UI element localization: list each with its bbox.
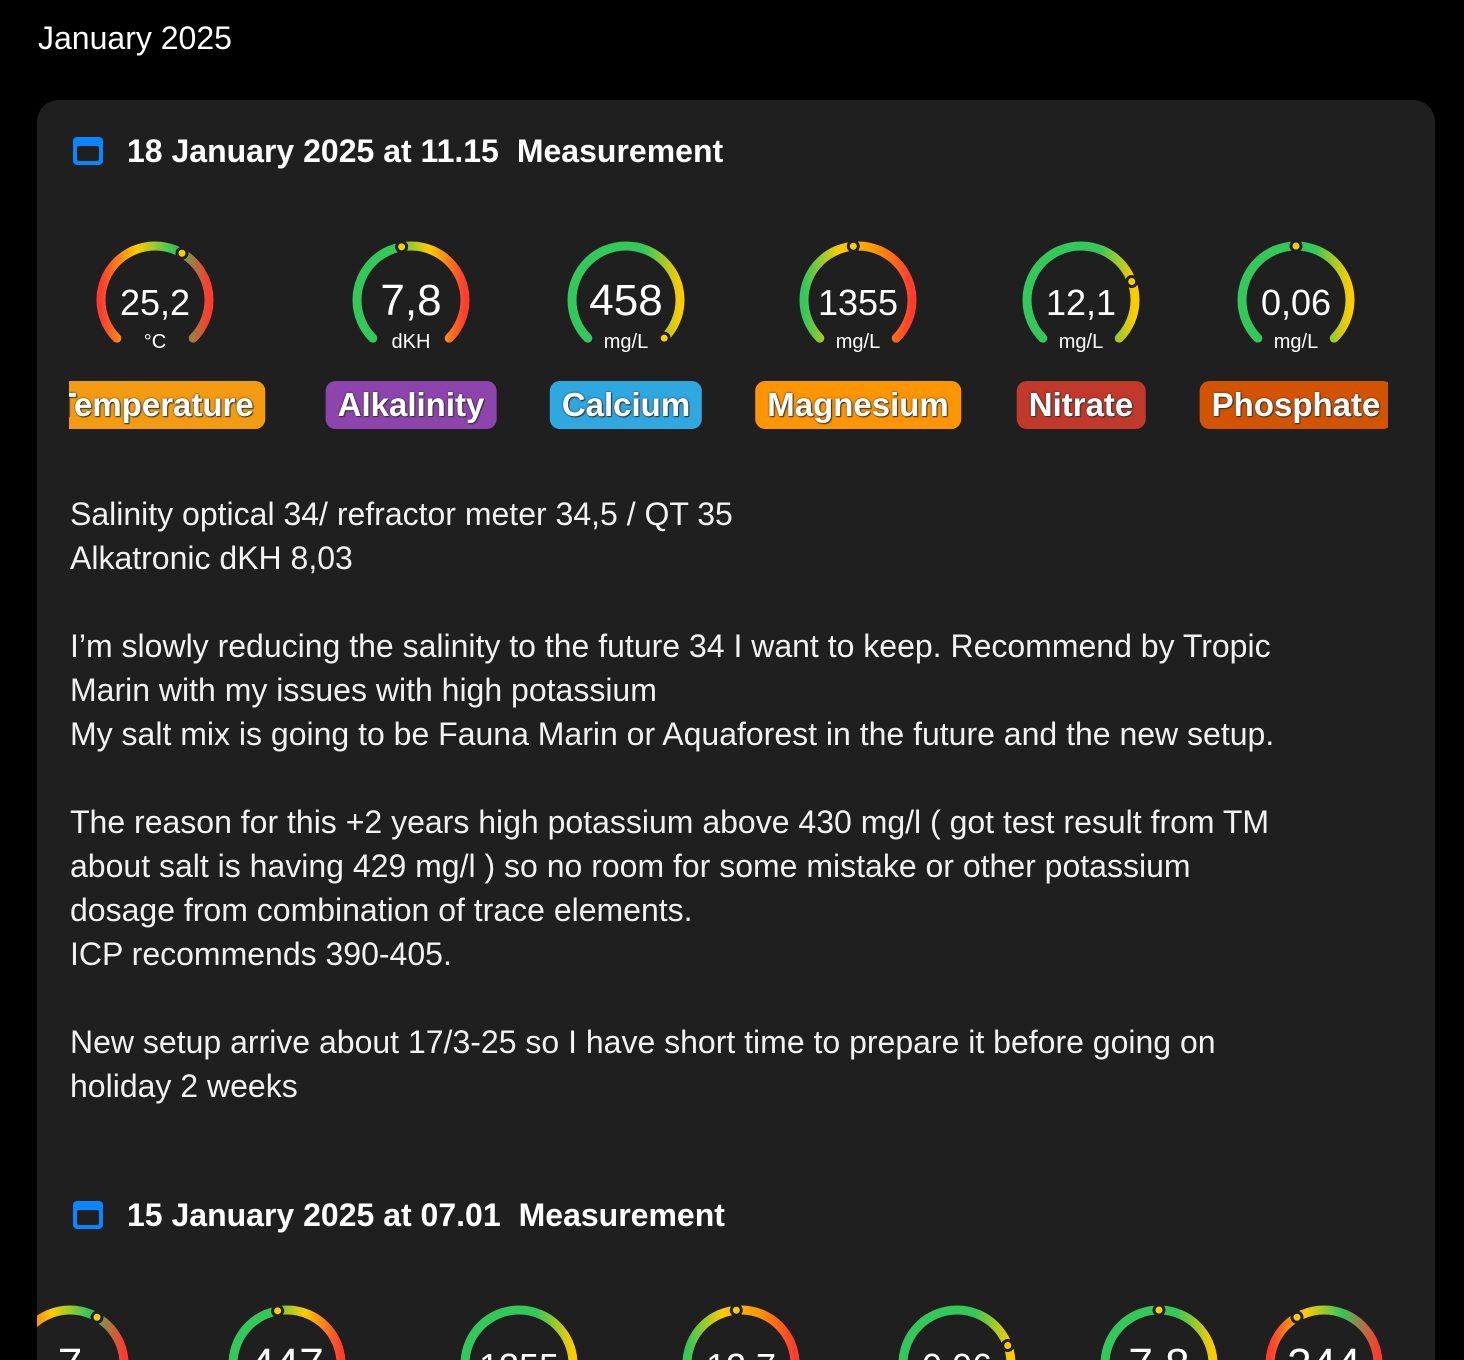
gauge-value: 0,06 bbox=[922, 1346, 992, 1360]
gauge-indicator bbox=[1290, 1310, 1304, 1324]
gauge-arc bbox=[352, 241, 470, 343]
gauge-value: 12,7 bbox=[706, 1346, 776, 1360]
note-line: I’m slowly reducing the salinity to the … bbox=[70, 628, 1271, 664]
gauge-arc bbox=[37, 1305, 129, 1360]
parameter-badge: Nitrate bbox=[1016, 381, 1146, 429]
gauge-indicator bbox=[1001, 1339, 1015, 1353]
gauge-indicator bbox=[271, 1304, 285, 1318]
gauge-value: 7,8 bbox=[1128, 1340, 1189, 1360]
gauge-value: 1355 bbox=[479, 1346, 559, 1360]
gauge-value: 447 bbox=[250, 1340, 323, 1360]
gauge-indicator bbox=[1125, 275, 1139, 289]
notes: Salinity optical 34/ refractor meter 34,… bbox=[70, 492, 1274, 1152]
gauge-unit: °C bbox=[144, 331, 166, 353]
gauge-arc bbox=[567, 241, 685, 343]
gauge-unit: mg/L bbox=[604, 331, 648, 353]
parameter-badge: Alkalinity bbox=[325, 381, 497, 429]
gauge-unit: mg/L bbox=[1274, 331, 1318, 353]
gauge-value: 7 bbox=[58, 1340, 82, 1360]
calendar-icon bbox=[73, 137, 103, 165]
gauge-indicator bbox=[729, 1303, 743, 1317]
note-line: New setup arrive about 17/3-25 so I have… bbox=[70, 1024, 1216, 1060]
gauge-value: 458 bbox=[589, 276, 662, 325]
gauge-value: 25,2 bbox=[120, 282, 190, 323]
gauge-indicator bbox=[395, 240, 409, 254]
gauge-unit: mg/L bbox=[836, 331, 880, 353]
parameter-badge: Magnesium bbox=[755, 381, 961, 429]
note-line: Marin with my issues with high potassium bbox=[70, 672, 657, 708]
gauge-indicator bbox=[90, 1310, 104, 1324]
parameter-badge: Calcium bbox=[549, 381, 703, 429]
note-line: dosage from combination of trace element… bbox=[70, 892, 693, 928]
gauge-value: 0,06 bbox=[1261, 282, 1331, 323]
note-line: Alkatronic dKH 8,03 bbox=[70, 540, 353, 576]
note-line: holiday 2 weeks bbox=[70, 1068, 298, 1104]
gauge-indicator bbox=[657, 331, 671, 345]
entry-kind: Measurement bbox=[518, 1197, 725, 1233]
parameter-badge: Phosphate bbox=[1199, 381, 1388, 429]
parameter-badge: Temperature bbox=[69, 381, 266, 429]
gauge-unit: dKH bbox=[392, 331, 431, 353]
note-line: Salinity optical 34/ refractor meter 34,… bbox=[70, 496, 733, 532]
gauge-arc bbox=[228, 1305, 346, 1360]
gauge-arc bbox=[96, 241, 214, 343]
gauge-value: 344 bbox=[1287, 1340, 1360, 1360]
entry-date: 15 January 2025 at 07.01 bbox=[127, 1197, 501, 1233]
gauge-arc bbox=[460, 1305, 578, 1360]
gauge-value: 12,1 bbox=[1046, 282, 1116, 323]
gauge-value: 7,8 bbox=[380, 276, 441, 325]
entry-kind: Measurement bbox=[516, 133, 724, 169]
gauge-unit: mg/L bbox=[1059, 331, 1103, 353]
gauges-layer: 25,2 °C 7,8 dKH 458 mg/L 1355 mg/L 12,1 mg/L 0,06 m… bbox=[37, 239, 1383, 1360]
entry-date: 18 January 2025 at 11.15 bbox=[127, 133, 499, 169]
note-paragraph: New setup arrive about 17/3-25 so I have… bbox=[70, 1020, 1274, 1108]
note-line: about salt is having 429 mg/l ) so no ro… bbox=[70, 848, 1191, 884]
entry-header: 15 January 2025 at 07.01 Measurement bbox=[127, 1197, 743, 1234]
gauge-arc bbox=[1022, 241, 1140, 343]
gauge-arc bbox=[1265, 1305, 1383, 1360]
note-paragraph: I’m slowly reducing the salinity to the … bbox=[70, 624, 1274, 756]
gauge-value: 1355 bbox=[818, 282, 898, 323]
note-line: ICP recommends 390-405. bbox=[70, 936, 452, 972]
labels-row: Temperature Alkalinity Calcium Magnesium Nit… bbox=[69, 381, 1388, 431]
gauge-indicator bbox=[175, 246, 189, 260]
entry-header: 18 January 2025 at 11.15 Measurement bbox=[127, 133, 741, 170]
note-line: My salt mix is going to be Fauna Marin o… bbox=[70, 716, 1275, 752]
month-title: January 2025 bbox=[38, 20, 232, 56]
calendar-icon bbox=[73, 1201, 103, 1229]
gauge-indicator bbox=[1152, 1303, 1166, 1317]
gauge-indicator bbox=[846, 239, 860, 253]
entries-card: 25,2 °C 7,8 dKH 458 mg/L 1355 mg/L 12,1 mg/L 0,06 m… bbox=[37, 100, 1435, 1360]
note-paragraph: The reason for this +2 years high potass… bbox=[70, 800, 1274, 976]
gauge-indicator bbox=[1289, 239, 1303, 253]
note-line: The reason for this +2 years high potass… bbox=[70, 804, 1270, 840]
note-paragraph: Salinity optical 34/ refractor meter 34,… bbox=[70, 492, 1274, 580]
gauge-arc bbox=[898, 1305, 1016, 1360]
